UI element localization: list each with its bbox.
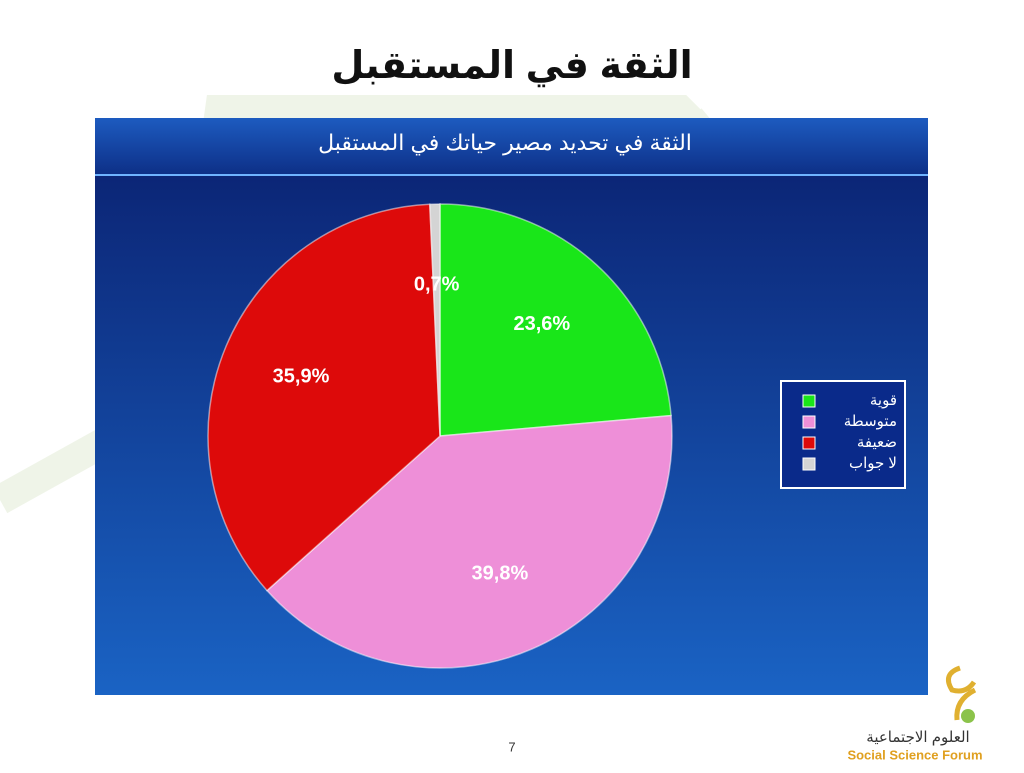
pie-slice [207,203,441,592]
logo-dot [961,709,975,723]
slide-title: الثقة في المستقبل [331,45,692,87]
legend-swatch [802,436,816,450]
data-label: 39,8% [472,563,529,585]
pie-slice [265,414,673,669]
logo-mark [945,665,977,721]
data-label: 0,7% [414,274,460,296]
legend-swatch [802,394,816,408]
logo-english: Social Science Forum [847,747,982,762]
chart-title: الثقة في تحديد مصير حياتك في المستقبل [318,130,692,156]
legend-label: ضعيفة [857,434,897,451]
legend-swatch [802,415,816,429]
pie-slice [429,203,441,437]
logo-arabic: العلوم الاجتماعية [866,729,969,746]
legend-label: قوية [870,392,897,409]
page-number: 7 [508,739,515,754]
legend-box [780,380,906,489]
data-label: 35,9% [273,366,330,388]
pie-slice [439,203,672,437]
logo: العلوم الاجتماعية Social Science Forum [847,665,983,762]
legend-label: لا جواب [849,455,897,472]
chart-header [95,118,928,175]
legend-swatch [802,457,816,471]
data-label: 23,6% [513,313,570,335]
legend-label: متوسطة [844,413,897,430]
